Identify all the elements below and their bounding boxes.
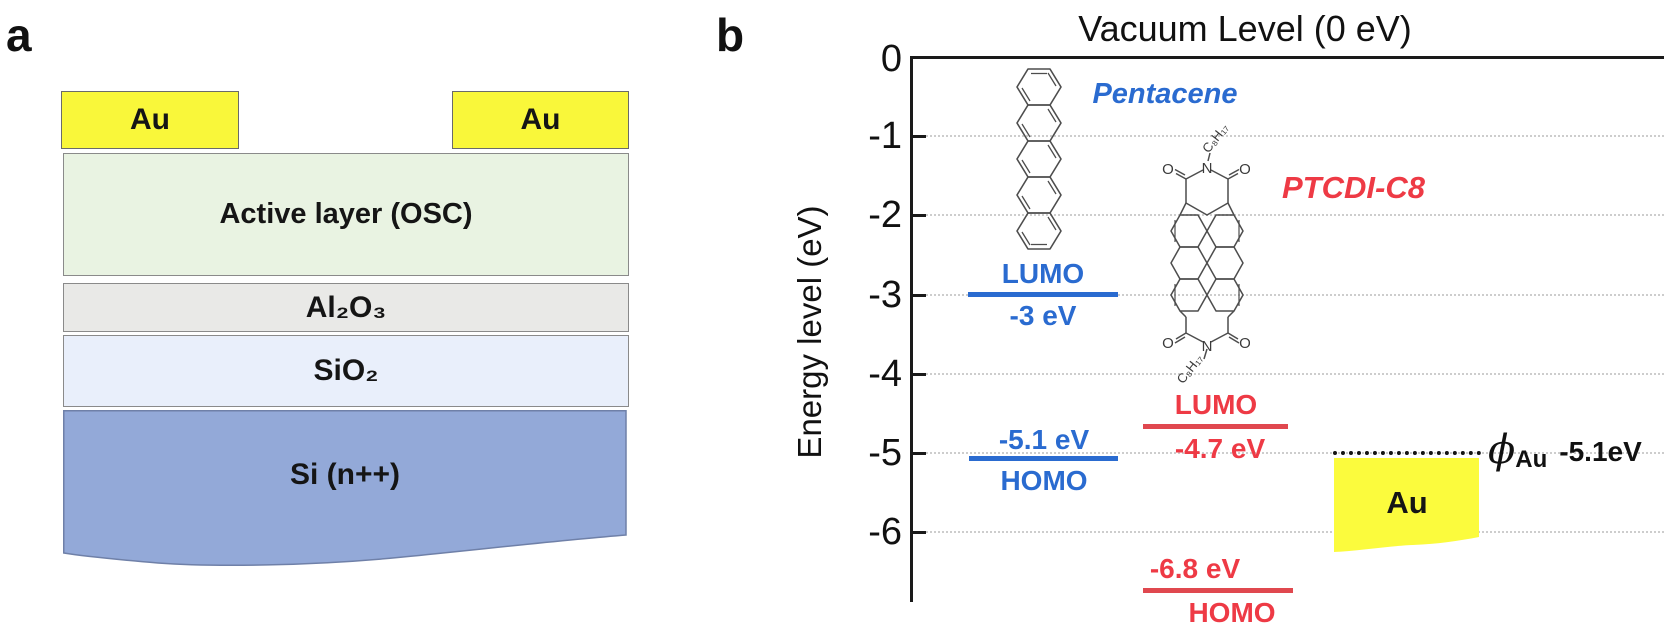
- ptcdi-oxygen-bottom-left: O: [1162, 335, 1174, 352]
- gridline-minus3: [913, 294, 1664, 296]
- tick-label-1: -1: [868, 115, 902, 157]
- tick-label-2: -2: [868, 194, 902, 236]
- panel-a-label: a: [6, 9, 32, 61]
- ptcdi-nitrogen-bottom: N: [1202, 338, 1213, 355]
- au-block-shape: [1334, 458, 1479, 552]
- tick-minus4: [913, 373, 926, 376]
- pentacene-name: Pentacene: [1092, 78, 1238, 110]
- active-layer: Active layer (OSC): [63, 153, 629, 276]
- au-block-path: [1334, 458, 1479, 552]
- pentacene-homo-value: -5.1 eV: [998, 424, 1090, 455]
- gridline-minus5: [913, 452, 1664, 454]
- pentacene-homo-line: [969, 456, 1118, 461]
- gold-electrode-left-label: Au: [130, 103, 170, 136]
- au-block-label: Au: [1386, 485, 1428, 520]
- sio2-layer: SiO₂: [63, 335, 629, 407]
- gridline-minus4: [913, 373, 1664, 375]
- au-workfunction-dotted-line: [1333, 451, 1481, 455]
- tick-label-0: 0: [880, 38, 902, 80]
- y-axis-line: [910, 56, 913, 602]
- pentacene-lumo-label: LUMO: [1001, 258, 1085, 289]
- ptcdi-oxygen-top-left: O: [1162, 161, 1174, 178]
- ptcdi-oxygen-bottom-right: O: [1239, 335, 1250, 352]
- gold-electrode-left: Au: [61, 91, 239, 149]
- si-substrate-path: [63, 410, 627, 566]
- ptcdi-oxygen-top-right: O: [1239, 161, 1250, 178]
- ptcdi-homo-value: -6.8 eV: [1149, 553, 1241, 584]
- gridline-minus2: [913, 214, 1664, 216]
- sio2-layer-label: SiO₂: [313, 354, 379, 387]
- au-workfunction-annotation: ϕ Au -5.1eV: [1488, 427, 1642, 473]
- ptcdi-homo-label: HOMO: [1188, 597, 1276, 628]
- tick-minus6: [913, 531, 926, 534]
- vacuum-level-line: [910, 56, 1664, 59]
- gridline-minus6: [913, 531, 1664, 533]
- ptcdi-c8-structure: C₈H₁₇ N O O N O O C₈H₁₇: [1162, 120, 1250, 383]
- tick-minus3: [913, 294, 926, 297]
- active-layer-label: Active layer (OSC): [219, 198, 473, 230]
- tick-minus5: [913, 452, 926, 455]
- tick-label-6: -6: [868, 511, 902, 553]
- ptcdi-lumo-label: LUMO: [1174, 389, 1258, 420]
- tick-label-4: -4: [868, 353, 902, 395]
- pentacene-lumo-value: -3 eV: [1009, 300, 1077, 331]
- pentacene-homo-label: HOMO: [1000, 465, 1088, 496]
- al2o3-layer: Al₂O₃: [63, 283, 629, 332]
- ptcdi-sidechain-top-label: C₈H₁₇: [1199, 120, 1231, 156]
- tick-label-3: -3: [868, 274, 902, 316]
- vacuum-level-title: Vacuum Level (0 eV): [1078, 8, 1412, 49]
- phi-value: -5.1eV: [1559, 436, 1642, 467]
- ptcdi-name: PTCDI-C8: [1282, 170, 1425, 205]
- si-substrate-label: Si (n++): [289, 458, 401, 491]
- gridline-minus1: [913, 135, 1664, 137]
- gold-electrode-right-label: Au: [520, 103, 561, 136]
- ptcdi-sidechain-bottom-label: C₈H₁₇: [1174, 351, 1206, 383]
- gold-electrode-right: Au: [452, 91, 629, 149]
- pentacene-structure: [1016, 68, 1062, 250]
- si-substrate-shape: [63, 410, 627, 566]
- ptcdi-nitrogen-top: N: [1202, 160, 1213, 177]
- panel-b-label: b: [716, 9, 745, 61]
- tick-label-5: -5: [868, 432, 902, 474]
- al2o3-layer-label: Al₂O₃: [305, 290, 387, 324]
- phi-subscript: Au: [1515, 446, 1548, 473]
- ptcdi-lumo-line: [1143, 424, 1288, 429]
- phi-symbol: ϕ: [1488, 427, 1516, 473]
- ptcdi-homo-line: [1143, 588, 1293, 593]
- ptcdi-lumo-value: -4.7 eV: [1174, 433, 1266, 464]
- pentacene-lumo-line: [968, 292, 1118, 297]
- tick-minus2: [913, 214, 926, 217]
- tick-minus1: [913, 135, 926, 138]
